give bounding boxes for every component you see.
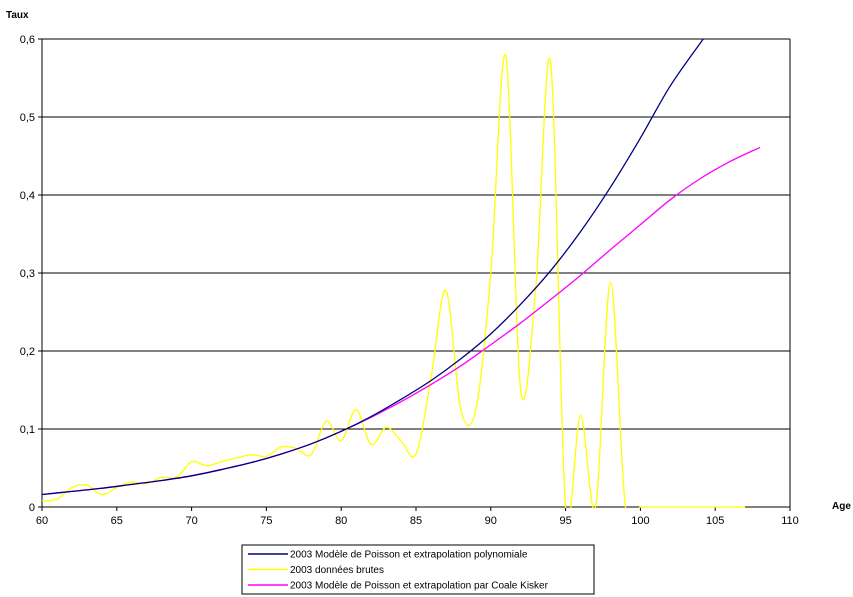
- y-tick-label: 0,2: [20, 346, 35, 358]
- x-tick-label: 100: [631, 515, 649, 527]
- y-tick-label: 0,5: [20, 112, 35, 124]
- y-tick-label: 0: [29, 502, 35, 514]
- legend-box: [241, 544, 595, 595]
- x-tick-label: 105: [706, 515, 724, 527]
- x-tick-label: 90: [485, 515, 497, 527]
- tick-labels: 0 0,1 0,2 0,3 0,4 0,5 0,6 60 65 70 75 80 85 90 95 100 10…: [20, 34, 799, 527]
- x-tick-label: 95: [559, 515, 571, 527]
- x-tick-label: 65: [111, 515, 123, 527]
- x-tick-label: 60: [36, 515, 48, 527]
- y-tick-label: 0,3: [20, 268, 35, 280]
- series-line-polynomial: [42, 39, 704, 496]
- legend: 2003 Modèle de Poisson et extrapolation …: [241, 544, 595, 595]
- legend-label: 2003 Modèle de Poisson et extrapolation …: [290, 581, 549, 592]
- y-tick-label: 0,6: [20, 34, 35, 46]
- x-tick-label: 75: [260, 515, 272, 527]
- x-tick-label: 110: [781, 515, 799, 527]
- series-line-raw-data: [42, 54, 746, 508]
- x-axis-title: Age: [832, 501, 851, 512]
- axes: [38, 38, 791, 511]
- x-tick-label: 80: [335, 515, 347, 527]
- y-tick-label: 0,4: [20, 190, 35, 202]
- x-tick-label: 85: [410, 515, 422, 527]
- y-tick-label: 0,1: [20, 424, 35, 436]
- legend-label: 2003 données brutes: [290, 565, 384, 576]
- legend-label: 2003 Modèle de Poisson et extrapolation …: [290, 550, 528, 561]
- gridlines: [42, 38, 790, 430]
- series-line-coale-kisker: [42, 146, 761, 496]
- x-tick-label: 70: [185, 515, 197, 527]
- y-axis-title: Taux: [6, 10, 29, 21]
- series-lines: [42, 39, 761, 508]
